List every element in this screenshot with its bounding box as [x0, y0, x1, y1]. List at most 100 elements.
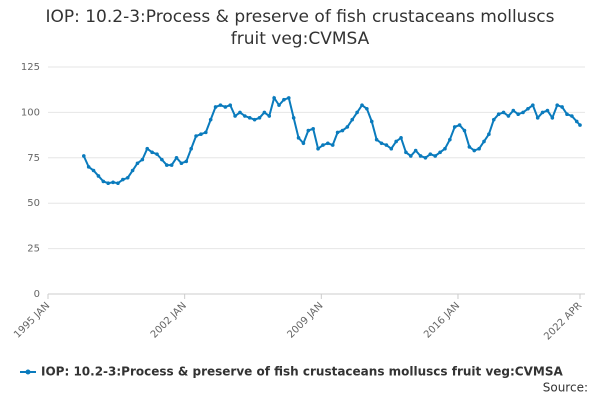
point — [501, 110, 506, 115]
point — [491, 117, 496, 122]
point — [267, 114, 272, 118]
point — [184, 159, 189, 164]
point — [169, 163, 174, 167]
point — [238, 110, 242, 115]
point — [321, 143, 325, 147]
point — [369, 119, 374, 124]
point — [360, 103, 364, 107]
point — [516, 112, 520, 117]
point — [155, 152, 159, 156]
chart-title: IOP: 10.2-3:Process & preserve of fish c… — [45, 7, 555, 49]
point — [399, 136, 403, 140]
point — [418, 154, 423, 158]
point — [330, 143, 335, 147]
point — [472, 148, 477, 153]
point — [540, 110, 545, 115]
point — [496, 112, 501, 117]
point — [326, 141, 330, 146]
point — [365, 106, 369, 111]
point — [145, 146, 150, 151]
point — [116, 181, 120, 186]
point — [213, 105, 218, 109]
point — [531, 103, 535, 107]
point — [228, 103, 233, 107]
point — [457, 123, 462, 127]
point — [535, 116, 540, 120]
point — [96, 174, 101, 178]
point — [140, 157, 145, 162]
y-tick-label: 50 — [27, 198, 40, 209]
point — [130, 168, 135, 173]
point — [428, 152, 433, 156]
point — [413, 148, 418, 153]
line — [82, 95, 581, 185]
point — [448, 137, 452, 142]
point — [125, 175, 130, 180]
x-tick-label: 2002 JAN — [149, 300, 189, 340]
point — [433, 154, 438, 158]
point — [81, 154, 86, 158]
point — [121, 177, 125, 182]
point — [101, 179, 106, 184]
point — [243, 114, 247, 118]
point — [560, 105, 564, 109]
point — [409, 154, 413, 158]
point — [252, 117, 257, 122]
point — [208, 117, 213, 122]
y-tick-label: 125 — [21, 62, 40, 73]
point — [223, 105, 228, 109]
source: Source: — [543, 381, 588, 395]
point — [111, 180, 115, 185]
point — [296, 136, 301, 140]
point — [286, 96, 291, 100]
point — [578, 123, 582, 127]
point — [194, 134, 198, 138]
point — [340, 128, 345, 133]
point — [199, 132, 203, 136]
point — [277, 103, 281, 107]
point — [189, 146, 193, 151]
point — [91, 168, 96, 173]
point — [291, 116, 296, 120]
point — [316, 146, 320, 151]
point — [477, 146, 481, 151]
point — [160, 157, 164, 162]
point — [462, 128, 467, 133]
point — [404, 150, 408, 155]
point — [282, 97, 286, 102]
y-tick-label: 75 — [27, 153, 40, 164]
point — [335, 130, 340, 135]
x-tick-label: 2016 JAN — [422, 300, 462, 340]
point — [555, 103, 560, 107]
x-tick-label: 1995 JAN — [12, 300, 52, 340]
point — [257, 116, 262, 120]
point — [106, 181, 110, 186]
point — [487, 132, 491, 136]
point — [164, 163, 169, 167]
point — [135, 161, 140, 166]
point — [389, 146, 394, 151]
point — [174, 156, 179, 160]
point — [423, 156, 428, 160]
x-tick-label: 2009 JAN — [285, 300, 325, 340]
point — [394, 139, 398, 144]
point — [438, 150, 442, 155]
point — [482, 139, 486, 144]
point — [570, 114, 574, 118]
point — [379, 141, 384, 146]
point — [467, 145, 472, 149]
point — [86, 165, 91, 169]
point — [306, 128, 311, 133]
point — [452, 125, 457, 129]
x-tick-label: 2022 APR — [542, 300, 584, 342]
point — [272, 96, 276, 100]
point — [247, 116, 252, 120]
point — [355, 110, 359, 115]
point — [511, 108, 516, 113]
point — [374, 137, 379, 142]
point — [521, 110, 525, 115]
y-tick-label: 0 — [34, 289, 40, 300]
point — [218, 103, 223, 107]
